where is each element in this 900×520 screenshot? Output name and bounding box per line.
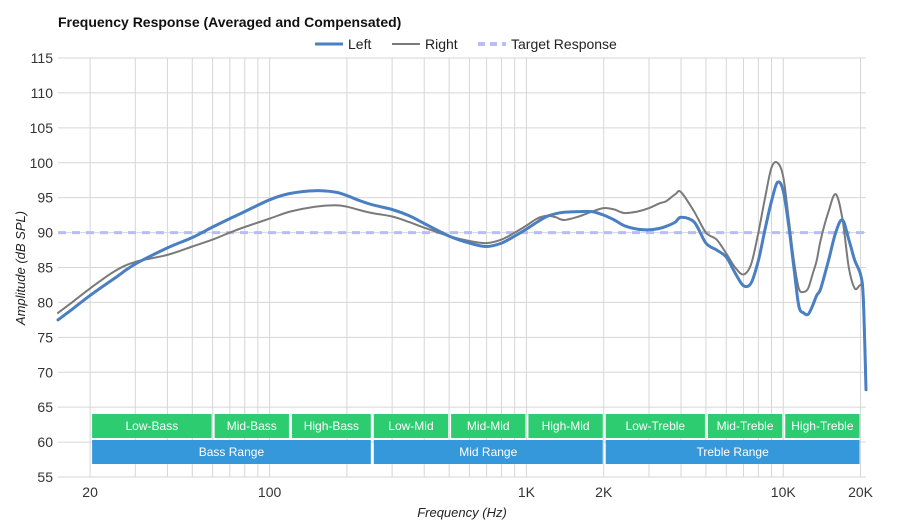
y-tick-label: 70 xyxy=(37,364,53,380)
range-band-label: Bass Range xyxy=(199,445,265,459)
y-tick-label: 95 xyxy=(37,190,53,206)
y-tick-label: 105 xyxy=(30,120,54,136)
range-band-label: Mid Range xyxy=(459,445,517,459)
y-tick-label: 60 xyxy=(37,434,53,450)
y-tick-label: 65 xyxy=(37,399,53,415)
range-band-label: Treble Range xyxy=(697,445,770,459)
chart-title: Frequency Response (Averaged and Compens… xyxy=(58,14,401,30)
x-tick-label: 1K xyxy=(518,484,536,500)
sub-range-band-label: Low-Bass xyxy=(126,419,179,433)
y-axis-title: Amplitude (dB SPL) xyxy=(13,211,28,326)
sub-range-band xyxy=(451,414,526,438)
y-tick-label: 90 xyxy=(37,225,53,241)
legend-label-target: Target Response xyxy=(511,36,617,52)
sub-range-band-label: Low-Mid xyxy=(388,419,433,433)
range-band xyxy=(373,440,603,464)
legend: Left Right Target Response xyxy=(315,36,617,52)
axis-layer: 55 60 65 70 75 80 85 90 95 100 105 110 115 20 100 1K 2K 1… xyxy=(30,50,874,500)
sub-range-band xyxy=(785,414,860,438)
sub-range-band-label: Mid-Treble xyxy=(717,419,774,433)
legend-label-right: Right xyxy=(425,36,458,52)
y-tick-label: 85 xyxy=(37,260,53,276)
x-tick-label: 20 xyxy=(82,484,98,500)
y-tick-label: 55 xyxy=(37,469,53,485)
sub-range-band-label: High-Treble xyxy=(791,419,854,433)
sub-range-band xyxy=(605,414,705,438)
sub-range-band xyxy=(528,414,603,438)
sub-range-band xyxy=(707,414,783,438)
series-line-left xyxy=(56,180,868,392)
legend-label-left: Left xyxy=(348,36,371,52)
sub-range-band xyxy=(214,414,289,438)
sub-range-band-label: Low-Treble xyxy=(626,419,686,433)
y-tick-label: 110 xyxy=(31,85,54,101)
x-tick-label: 2K xyxy=(595,484,613,500)
sub-range-band-label: Mid-Bass xyxy=(227,419,277,433)
range-band xyxy=(92,440,371,464)
x-tick-label: 10K xyxy=(771,484,797,500)
sub-range-band-label: High-Mid xyxy=(542,419,590,433)
y-tick-label: 80 xyxy=(37,294,53,310)
sub-range-band xyxy=(291,414,371,438)
x-axis-title: Frequency (Hz) xyxy=(417,505,507,520)
y-tick-label: 115 xyxy=(31,50,54,66)
frequency-band-layer: Low-Bass Mid-Bass High-Bass Low-Mid Mid-Mid H… xyxy=(92,414,860,464)
y-tick-label: 100 xyxy=(30,155,54,171)
sub-range-band-label: High-Bass xyxy=(304,419,359,433)
grid-layer xyxy=(58,57,866,478)
x-tick-label: 20K xyxy=(848,484,874,500)
sub-range-band xyxy=(373,414,449,438)
sub-range-band xyxy=(92,414,212,438)
sub-range-band-label: Mid-Mid xyxy=(467,419,510,433)
series-line-right xyxy=(57,161,867,381)
range-band xyxy=(605,440,860,464)
x-tick-label: 100 xyxy=(258,484,282,500)
y-tick-label: 75 xyxy=(37,329,53,345)
series-layer xyxy=(56,161,868,392)
